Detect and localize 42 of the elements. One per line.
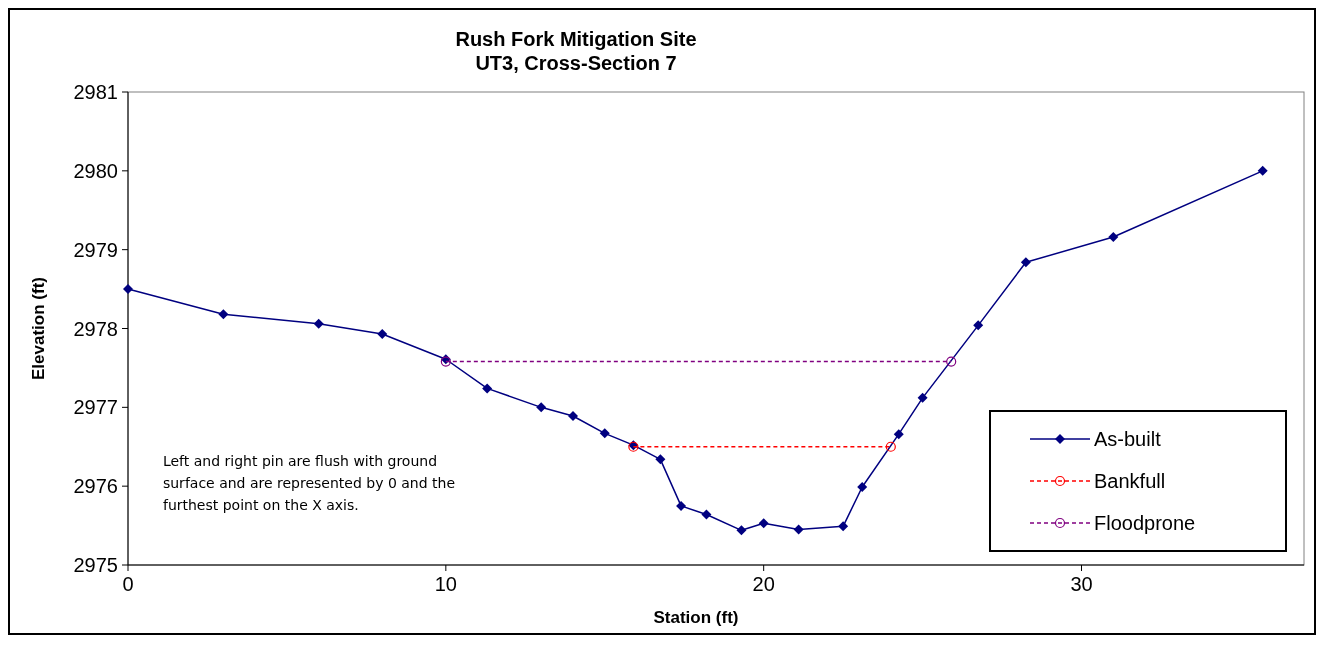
x-tick-label: 10 xyxy=(434,573,457,595)
point xyxy=(599,428,610,439)
point xyxy=(123,284,133,295)
point xyxy=(218,309,229,320)
point xyxy=(973,320,984,331)
point xyxy=(1020,257,1031,268)
point xyxy=(838,521,849,532)
point xyxy=(793,524,804,535)
y-tick-label: 2976 xyxy=(73,475,118,498)
y-tick-label: 2979 xyxy=(73,238,118,261)
y-axis-title: Elevation (ft) xyxy=(29,277,48,380)
point xyxy=(893,429,904,440)
legend-label: As-built xyxy=(1094,428,1162,450)
point xyxy=(655,454,666,465)
legend-label: Bankfull xyxy=(1094,470,1166,492)
annotation: Left and right pin are flush with ground surface and are represented by 0 and the furthest point on the X axis. xyxy=(162,453,456,514)
y-tick-label: 2975 xyxy=(73,554,118,576)
x-axis-title: Station (ft) xyxy=(653,608,739,627)
point xyxy=(857,481,868,492)
point xyxy=(736,525,747,536)
y-tick-label: 2980 xyxy=(73,159,118,182)
legend-label: Floodprone xyxy=(1094,512,1196,534)
y-tick-label: 2978 xyxy=(73,317,118,340)
x-tick-label: 0 xyxy=(122,573,134,595)
x-tick-label: 30 xyxy=(1070,573,1093,595)
point xyxy=(701,509,712,520)
point xyxy=(567,411,578,422)
point xyxy=(482,383,493,394)
point xyxy=(885,441,896,452)
point xyxy=(377,329,388,340)
chart-title: Rush Fork Mitigation Site UT3, Cross-Section 7 xyxy=(455,28,697,74)
point xyxy=(917,392,928,403)
point xyxy=(946,356,957,367)
point xyxy=(313,318,324,329)
point xyxy=(676,500,687,511)
point xyxy=(1257,165,1268,176)
y-tick-label: 2977 xyxy=(73,396,118,419)
y-tick-label: 2981 xyxy=(73,81,118,103)
point xyxy=(758,518,769,529)
point xyxy=(536,402,547,413)
x-tick-label: 20 xyxy=(752,573,775,595)
point xyxy=(1108,232,1119,243)
